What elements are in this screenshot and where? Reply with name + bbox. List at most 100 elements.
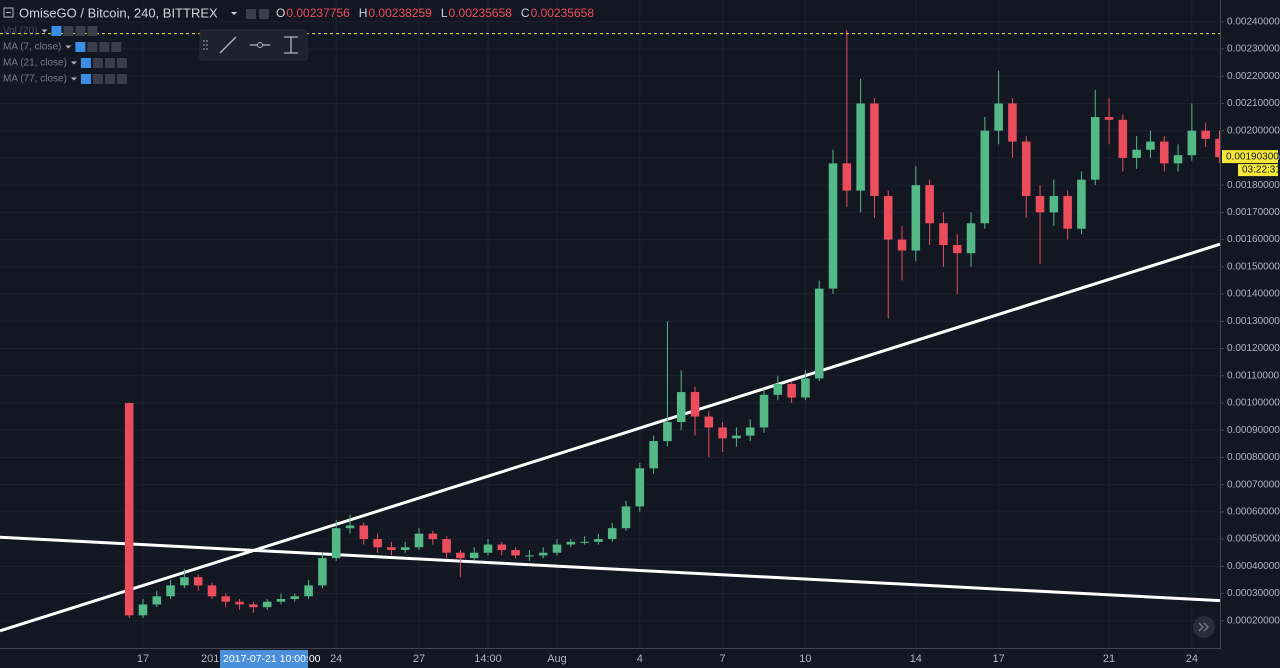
indicator-button[interactable] xyxy=(75,26,86,36)
indicator-button[interactable] xyxy=(80,74,91,84)
x-tick-label: 21 xyxy=(1103,653,1115,665)
candle-body xyxy=(152,596,162,605)
indicator-button[interactable] xyxy=(87,26,98,36)
candle-body xyxy=(1146,141,1155,150)
candle-body xyxy=(1215,138,1224,158)
candles xyxy=(124,29,1224,619)
horizontal-ray-tool-dot xyxy=(257,42,263,48)
indicator-legends: Vol (20) MA (7, close) MA (21, close) MA (7… xyxy=(3,26,127,85)
candle-body xyxy=(525,555,534,557)
candle-body xyxy=(759,394,769,428)
candle-body xyxy=(828,163,838,289)
axes: 0.00020000 0.00030000 0.00040000 0.00050000… xyxy=(137,16,1280,668)
x-tick-label: 24 xyxy=(1186,653,1198,665)
indicator-button[interactable] xyxy=(80,58,91,68)
indicator-button[interactable] xyxy=(104,74,115,84)
indicator-button[interactable] xyxy=(87,42,98,52)
candle-body xyxy=(552,544,562,553)
candle-body xyxy=(387,547,396,550)
candle-body xyxy=(304,585,313,597)
candle-body xyxy=(1077,179,1086,229)
y-tick-label: 0.00210000 xyxy=(1227,98,1280,109)
indicator-label[interactable]: MA (7, close) xyxy=(3,42,61,53)
indicator-button[interactable] xyxy=(92,58,103,68)
indicator-button[interactable] xyxy=(51,26,62,36)
candle-body xyxy=(1159,141,1169,164)
indicator-button[interactable] xyxy=(116,58,127,68)
indicator-dropdown[interactable] xyxy=(70,77,77,81)
candle-body xyxy=(1035,196,1045,213)
symbol-title[interactable]: OmiseGO / Bitcoin, 240, BITTREX xyxy=(19,5,218,20)
indicator-button[interactable] xyxy=(111,42,122,52)
indicator-button[interactable] xyxy=(92,74,103,84)
y-tick-label: 0.00130000 xyxy=(1227,316,1280,327)
ohlc-value: 0.00235658 xyxy=(531,6,595,20)
trend-line-tool[interactable] xyxy=(219,36,237,54)
candle-body xyxy=(221,596,231,602)
y-tick-label: 0.00030000 xyxy=(1227,588,1280,599)
indicator-button[interactable] xyxy=(104,58,115,68)
y-tick-label: 0.00120000 xyxy=(1227,343,1280,354)
last-price-label: 0.00190300 xyxy=(1226,152,1279,163)
collapse-icon[interactable] xyxy=(3,7,14,18)
candle-body xyxy=(207,585,217,597)
candle-body xyxy=(456,552,465,559)
x-tick-label: 27 xyxy=(413,653,425,665)
indicator-button[interactable] xyxy=(99,42,110,52)
candle-body xyxy=(607,528,617,540)
candle-body xyxy=(911,185,921,251)
candle-body xyxy=(801,378,810,398)
candle-body xyxy=(566,541,576,545)
indicator-dropdown[interactable] xyxy=(41,29,48,33)
candle-body xyxy=(1063,196,1072,229)
price-range-tool[interactable] xyxy=(284,36,298,54)
candle-body xyxy=(580,541,589,543)
y-tick-label: 0.00060000 xyxy=(1227,507,1280,518)
candle-body xyxy=(331,528,341,559)
indicator-label[interactable]: MA (77, close) xyxy=(3,74,67,85)
candle-body xyxy=(663,422,672,442)
header-icon[interactable] xyxy=(259,9,269,19)
trend-lines xyxy=(0,242,1221,633)
candle-body xyxy=(718,427,727,439)
candle-body xyxy=(925,185,934,224)
candle-body xyxy=(649,441,658,469)
crosshair-time-label: 2017-07-21 10:00:00 xyxy=(223,653,321,665)
header-icon[interactable] xyxy=(246,9,256,19)
indicator-button[interactable] xyxy=(63,26,74,36)
candle-body xyxy=(870,103,879,197)
candle-body xyxy=(373,539,382,548)
candle-body xyxy=(980,130,990,224)
ohlc-letter: C xyxy=(521,6,530,20)
crosshair-time-box xyxy=(220,650,308,668)
candle-body xyxy=(483,544,493,553)
indicator-label[interactable]: MA (21, close) xyxy=(3,58,67,69)
candle-body xyxy=(276,598,286,602)
candle-body xyxy=(883,196,893,240)
candle-body xyxy=(193,577,203,586)
candle-body xyxy=(1008,103,1017,142)
indicator-dropdown[interactable] xyxy=(70,61,77,65)
candle-body xyxy=(787,383,796,398)
candle-body xyxy=(469,552,479,559)
scroll-to-end-button[interactable] xyxy=(1193,616,1215,638)
x-tick-label: 14:00 xyxy=(474,653,502,665)
candle-body xyxy=(621,506,631,529)
y-tick-label: 0.00110000 xyxy=(1227,370,1280,381)
x-tick-label: 17 xyxy=(137,653,149,665)
title-dropdown[interactable] xyxy=(231,12,237,15)
ohlc-value: 0.00237756 xyxy=(286,6,350,20)
candle-body xyxy=(124,402,134,616)
indicator-button[interactable] xyxy=(75,42,86,52)
candle-body xyxy=(538,552,548,556)
indicator-dropdown[interactable] xyxy=(65,45,72,49)
indicator-label[interactable]: Vol (20) xyxy=(3,26,37,37)
candle-body xyxy=(952,245,962,254)
indicator-button[interactable] xyxy=(116,74,127,84)
candle-body xyxy=(635,468,645,507)
candle-body xyxy=(732,435,741,439)
countdown-box xyxy=(1238,164,1278,177)
candle-body xyxy=(290,596,300,599)
x-tick-label: 24 xyxy=(330,653,342,665)
ohlc-letter: H xyxy=(359,6,368,20)
